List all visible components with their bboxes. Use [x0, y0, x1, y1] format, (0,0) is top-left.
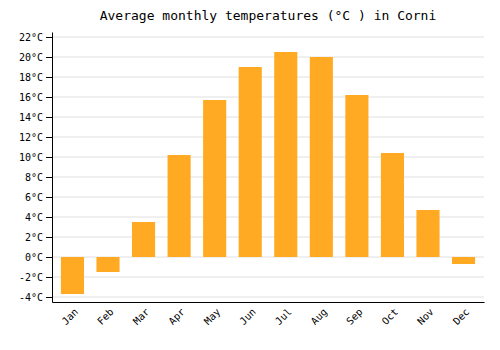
- x-tick: Jul: [273, 306, 294, 327]
- bar: [416, 210, 439, 257]
- y-tick: 12°C: [19, 132, 52, 143]
- x-tick-label: Mar: [131, 306, 152, 327]
- grid: [52, 37, 484, 297]
- x-tick: Jun: [237, 306, 258, 327]
- y-tick-label: 0°C: [25, 252, 43, 263]
- x-tick: May: [202, 306, 223, 327]
- y-tick-mark: [46, 177, 52, 178]
- bar: [239, 67, 262, 257]
- y-tick: 10°C: [19, 152, 52, 163]
- grid-line: [52, 297, 484, 298]
- y-tick-mark: [46, 97, 52, 98]
- y-tick-label: 4°C: [25, 212, 43, 223]
- x-tick: Feb: [95, 306, 116, 327]
- bars: [61, 52, 475, 294]
- bar: [452, 257, 475, 264]
- y-tick: 14°C: [19, 112, 52, 123]
- x-tick: Apr: [166, 306, 187, 327]
- x-tick-label: Jul: [273, 306, 294, 327]
- y-tick-mark: [46, 57, 52, 58]
- x-tick-label: Sep: [344, 306, 365, 327]
- x-axis: Jan Feb Mar Apr May Jun Jul Aug Sep Oct Nov Dec: [53, 303, 485, 327]
- grid-line: [52, 77, 484, 78]
- y-tick-label: 2°C: [25, 232, 43, 243]
- bar: [345, 95, 368, 257]
- x-tick: Aug: [309, 306, 330, 327]
- y-tick-label: 8°C: [25, 172, 43, 183]
- y-tick-mark: [46, 197, 52, 198]
- y-tick: -4°C: [19, 292, 52, 303]
- x-tick-label: Nov: [415, 306, 436, 327]
- y-tick-label: 18°C: [19, 72, 43, 83]
- y-tick-mark: [46, 157, 52, 158]
- y-axis: -4°C -2°C 0°C 2°C 4°C 6°C 8°C 10°C 12°C 14°C 16°C 1…: [19, 32, 53, 303]
- y-tick: 18°C: [19, 72, 52, 83]
- y-tick: 2°C: [25, 232, 52, 243]
- y-tick: 16°C: [19, 92, 52, 103]
- grid-line: [52, 37, 484, 38]
- grid-line: [52, 177, 484, 178]
- x-axis-line: [53, 302, 485, 303]
- y-tick-mark: [46, 217, 52, 218]
- y-tick-label: -2°C: [19, 272, 43, 283]
- y-tick-mark: [46, 117, 52, 118]
- y-tick: 4°C: [25, 212, 52, 223]
- y-tick: -2°C: [19, 272, 52, 283]
- bar: [203, 100, 226, 257]
- y-tick-label: 10°C: [19, 152, 43, 163]
- x-tick-label: Jun: [237, 306, 258, 327]
- x-tick: Nov: [415, 306, 436, 327]
- y-tick-label: 16°C: [19, 92, 43, 103]
- grid-line: [52, 97, 484, 98]
- y-tick-mark: [46, 77, 52, 78]
- x-tick-label: Feb: [95, 306, 116, 327]
- y-tick: 22°C: [19, 32, 52, 43]
- grid-line: [52, 197, 484, 198]
- y-tick-mark: [46, 137, 52, 138]
- y-tick-mark: [46, 237, 52, 238]
- x-tick: Mar: [131, 306, 152, 327]
- grid-line: [52, 137, 484, 138]
- grid-line: [52, 57, 484, 58]
- x-tick-label: May: [202, 306, 223, 327]
- y-tick-label: 14°C: [19, 112, 43, 123]
- bar: [310, 57, 333, 257]
- x-tick-label: Dec: [451, 306, 472, 327]
- bar: [168, 155, 191, 257]
- grid-line: [52, 277, 484, 278]
- x-tick-label: Oct: [380, 306, 401, 327]
- x-tick: Jan: [60, 306, 81, 327]
- bar: [61, 257, 84, 294]
- x-tick-label: Apr: [166, 306, 187, 327]
- y-tick: 0°C: [25, 252, 52, 263]
- y-tick: 8°C: [25, 172, 52, 183]
- y-tick-mark: [46, 257, 52, 258]
- x-tick: Dec: [451, 306, 472, 327]
- x-tick: Oct: [380, 306, 401, 327]
- y-tick-mark: [46, 297, 52, 298]
- y-tick-label: 6°C: [25, 192, 43, 203]
- y-tick: 6°C: [25, 192, 52, 203]
- grid-line: [52, 117, 484, 118]
- y-tick-label: 22°C: [19, 32, 43, 43]
- grid-line: [52, 157, 484, 158]
- y-tick-label: 12°C: [19, 132, 43, 143]
- chart: -4°C -2°C 0°C 2°C 4°C 6°C 8°C 10°C 12°C 14°C 16°C 1…: [0, 0, 500, 350]
- bar: [274, 52, 297, 257]
- y-tick-label: 20°C: [19, 52, 43, 63]
- y-tick: 20°C: [19, 52, 52, 63]
- bar: [96, 257, 119, 272]
- x-tick-label: Jan: [60, 306, 81, 327]
- title: Average monthly temperatures (°C ) in Co…: [100, 8, 437, 23]
- bar: [132, 222, 155, 257]
- y-tick-label: -4°C: [19, 292, 43, 303]
- x-tick: Sep: [344, 306, 365, 327]
- y-tick-mark: [46, 37, 52, 38]
- y-axis-line: [52, 33, 53, 303]
- y-tick-mark: [46, 277, 52, 278]
- x-tick-label: Aug: [309, 306, 330, 327]
- bar: [381, 153, 404, 257]
- plot: -4°C -2°C 0°C 2°C 4°C 6°C 8°C 10°C 12°C 14°C 16°C 1…: [19, 32, 485, 327]
